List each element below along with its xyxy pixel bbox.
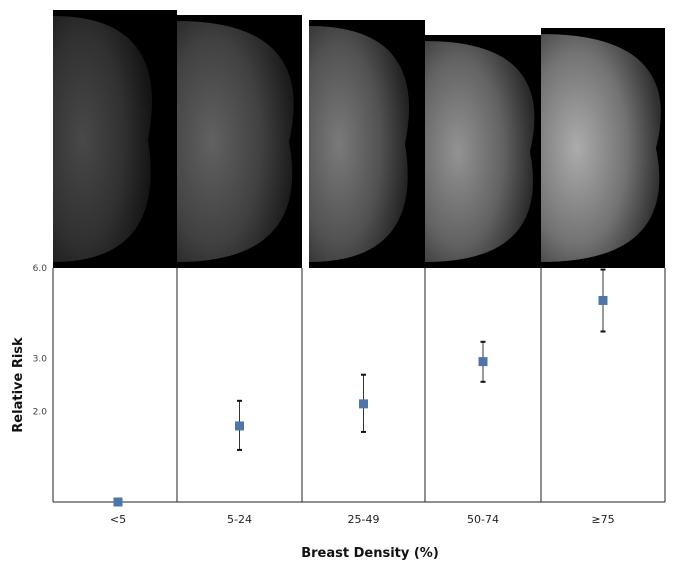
y-tick-label: 3.0 bbox=[33, 355, 48, 365]
x-axis-label: Breast Density (%) bbox=[301, 546, 439, 561]
x-category-label: 25-49 bbox=[348, 513, 380, 526]
breast-tissue bbox=[425, 41, 535, 262]
data-point bbox=[478, 357, 488, 367]
breast-tissue bbox=[309, 26, 409, 262]
breast-tissue bbox=[53, 16, 152, 262]
data-point bbox=[235, 421, 244, 431]
x-category-label: ≥75 bbox=[591, 513, 614, 526]
data-point bbox=[598, 295, 608, 305]
y-axis-label: Relative Risk bbox=[11, 337, 26, 433]
y-tick-label: 6.0 bbox=[33, 264, 48, 274]
x-axis-labels: <5 5-24 25-49 50-74 ≥75 bbox=[110, 513, 615, 526]
data-point bbox=[113, 497, 123, 507]
data-point bbox=[359, 399, 368, 409]
plot-frame bbox=[52, 268, 666, 503]
y-tick-label: 2.0 bbox=[33, 407, 48, 417]
mammogram-images bbox=[53, 10, 665, 268]
breast-tissue bbox=[177, 21, 294, 262]
y-axis-ticks: 6.0 3.0 2.0 bbox=[33, 264, 48, 417]
x-category-label: 5-24 bbox=[227, 513, 252, 526]
x-category-label: <5 bbox=[110, 513, 126, 526]
breast-tissue bbox=[541, 34, 661, 262]
x-category-label: 50-74 bbox=[467, 513, 499, 526]
data-marks bbox=[113, 268, 608, 507]
